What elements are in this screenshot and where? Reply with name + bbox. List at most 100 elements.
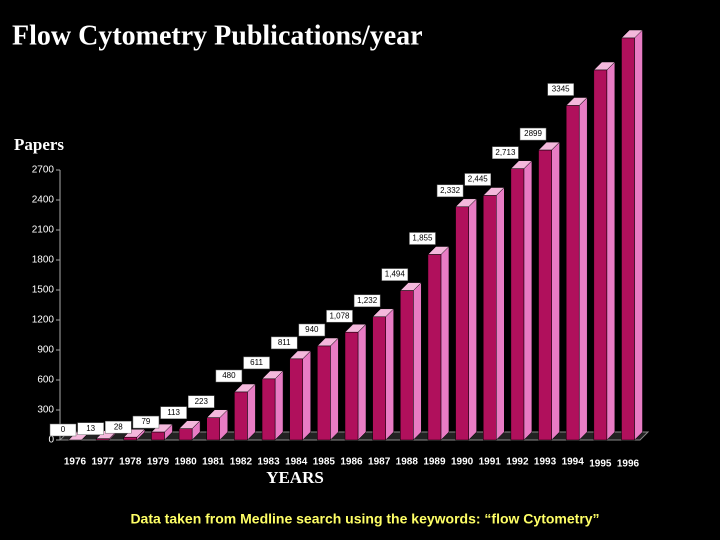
bar	[317, 345, 331, 441]
value-label: 611	[250, 358, 263, 367]
bar-side	[330, 337, 339, 441]
bar	[123, 436, 138, 441]
bar	[178, 428, 193, 441]
y-tick-label: 0	[48, 435, 54, 446]
value-label: 480	[222, 371, 236, 380]
x-tick-label: 1977	[92, 457, 115, 468]
bar	[538, 149, 552, 441]
x-tick-label: 1987	[368, 457, 391, 468]
x-tick-label: 1988	[396, 457, 419, 468]
value-label-box	[464, 173, 491, 186]
x-tick-label: 1979	[147, 457, 170, 468]
x-tick-label: 1989	[423, 457, 446, 468]
value-label: 2,713	[495, 148, 516, 157]
value-label-box	[381, 268, 409, 281]
value-label-box	[270, 336, 298, 350]
y-tick-label: 1200	[32, 315, 55, 326]
bar-side	[302, 350, 311, 441]
value-label-box	[160, 406, 187, 419]
y-axis-title: Papers	[14, 135, 64, 154]
x-tick-label: 1990	[451, 457, 474, 468]
value-label-box	[409, 232, 436, 245]
x-tick-label: 1980	[174, 457, 197, 468]
value-label-box	[436, 184, 464, 198]
chart-title: Flow Cytometry Publications/year	[12, 20, 423, 51]
value-label: 1,855	[412, 234, 433, 243]
bar-side	[578, 96, 588, 441]
value-label: 79	[141, 417, 150, 426]
bar	[593, 69, 608, 441]
value-label: 2,332	[440, 186, 461, 195]
bar	[151, 431, 165, 441]
value-label-box	[492, 146, 519, 159]
value-label-box	[298, 323, 326, 337]
x-tick-label: 1985	[313, 457, 336, 468]
bar	[621, 37, 635, 441]
value-label: 3345	[552, 85, 570, 94]
y-tick-label: 300	[37, 405, 54, 416]
bar	[565, 105, 580, 441]
bar	[289, 358, 303, 441]
value-label-box	[49, 423, 77, 437]
value-label-box	[215, 369, 243, 383]
x-tick-label: 1993	[534, 457, 557, 468]
x-tick-label: 1992	[506, 457, 529, 468]
value-label: 13	[86, 424, 95, 433]
value-label-box	[326, 309, 353, 323]
value-label: 2,445	[468, 175, 489, 184]
y-tick-label: 2400	[32, 195, 55, 206]
value-label-box	[243, 356, 270, 370]
y-tick-label: 600	[37, 375, 54, 386]
x-tick-label: 1995	[589, 459, 612, 470]
bar-side	[496, 186, 505, 441]
bar	[234, 391, 248, 441]
bar	[344, 331, 359, 441]
bar	[427, 254, 442, 441]
value-label: 1,494	[385, 270, 406, 279]
bar	[400, 290, 414, 441]
bar	[483, 195, 497, 441]
value-label: 940	[305, 325, 319, 334]
bar-side	[606, 61, 616, 441]
value-label: 2899	[524, 129, 542, 138]
value-label-box	[547, 83, 574, 96]
footnote: Data taken from Medline search using the…	[130, 511, 599, 527]
x-tick-label: 1991	[479, 457, 502, 468]
value-label: 0	[61, 425, 66, 434]
bar	[510, 168, 525, 441]
value-label: 223	[195, 397, 209, 406]
value-label: 113	[167, 408, 180, 417]
x-tick-label: 1982	[230, 457, 253, 468]
value-label-box	[188, 395, 215, 408]
bar-side	[468, 198, 477, 441]
bar-side	[634, 29, 643, 441]
y-tick-label: 1800	[32, 255, 55, 266]
bar	[455, 206, 469, 441]
y-tick-label: 2100	[32, 225, 55, 236]
bar-side	[385, 308, 394, 441]
x-axis-title: YEARS	[266, 468, 324, 487]
value-label: 28	[114, 422, 123, 431]
bar-side	[247, 383, 256, 441]
value-label: 811	[278, 338, 291, 347]
bar	[206, 417, 220, 441]
x-tick-label: 1986	[340, 457, 363, 468]
x-tick-label: 1981	[202, 457, 225, 468]
y-tick-label: 2700	[32, 165, 55, 176]
x-tick-label: 1976	[64, 457, 87, 468]
bar-side	[413, 281, 422, 441]
value-label-box	[519, 127, 547, 141]
y-tick-label: 900	[37, 345, 54, 356]
bar	[372, 316, 386, 441]
value-label-box	[105, 420, 132, 434]
value-label-box	[132, 415, 160, 429]
y-tick-label: 1500	[32, 285, 55, 296]
bar-side	[523, 160, 533, 441]
x-tick-label: 1983	[257, 457, 280, 468]
value-label-box	[77, 422, 104, 435]
bar-side	[440, 245, 450, 441]
bar-side	[274, 370, 284, 441]
bar	[261, 378, 276, 441]
x-tick-label: 1978	[119, 457, 142, 468]
